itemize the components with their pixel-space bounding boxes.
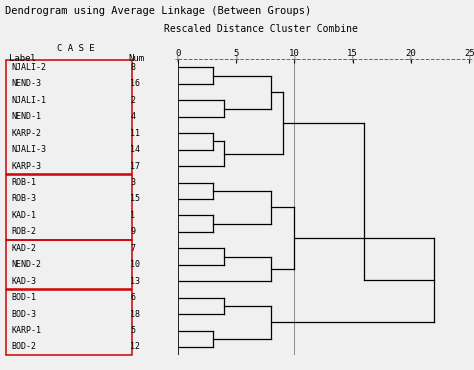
Text: KAD-2: KAD-2 <box>11 244 36 253</box>
Text: Num: Num <box>128 54 144 63</box>
Text: 12: 12 <box>130 343 140 352</box>
Text: C A S E: C A S E <box>57 44 94 53</box>
Text: 8: 8 <box>130 63 136 72</box>
Text: KAD-1: KAD-1 <box>11 211 36 220</box>
Text: NEND-1: NEND-1 <box>11 112 41 121</box>
Text: +: + <box>233 54 239 64</box>
Text: +: + <box>350 54 356 64</box>
Text: NEND-2: NEND-2 <box>11 260 41 269</box>
Text: 17: 17 <box>130 162 140 171</box>
Text: NJALI-1: NJALI-1 <box>11 96 46 105</box>
Text: 7: 7 <box>130 244 136 253</box>
Text: KAD-3: KAD-3 <box>11 277 36 286</box>
Text: KARP-2: KARP-2 <box>11 129 41 138</box>
Text: Rescaled Distance Cluster Combine: Rescaled Distance Cluster Combine <box>164 24 358 34</box>
Text: NJALI-3: NJALI-3 <box>11 145 46 154</box>
Text: 4: 4 <box>130 112 136 121</box>
Text: ROB-2: ROB-2 <box>11 228 36 236</box>
Text: 15: 15 <box>130 195 140 204</box>
Text: 11: 11 <box>130 129 140 138</box>
Text: 6: 6 <box>130 293 136 302</box>
Text: ROB-1: ROB-1 <box>11 178 36 187</box>
Text: BOD-2: BOD-2 <box>11 343 36 352</box>
Bar <box>6 290 132 355</box>
Text: BOD-3: BOD-3 <box>11 310 36 319</box>
Text: 14: 14 <box>130 145 140 154</box>
Text: 3: 3 <box>130 178 136 187</box>
Text: NEND-3: NEND-3 <box>11 80 41 88</box>
Text: +: + <box>292 54 297 64</box>
Text: +: + <box>466 54 472 64</box>
Text: 2: 2 <box>130 96 136 105</box>
Bar <box>6 175 132 240</box>
Text: BOD-1: BOD-1 <box>11 293 36 302</box>
Text: Label: Label <box>9 54 36 63</box>
Text: KARP-1: KARP-1 <box>11 326 41 335</box>
Text: Dendrogram using Average Linkage (Between Groups): Dendrogram using Average Linkage (Betwee… <box>5 6 311 16</box>
Text: 5: 5 <box>130 326 136 335</box>
Text: KARP-3: KARP-3 <box>11 162 41 171</box>
Text: +: + <box>408 54 414 64</box>
Text: 16: 16 <box>130 80 140 88</box>
Text: NJALI-2: NJALI-2 <box>11 63 46 72</box>
Text: +: + <box>175 54 181 64</box>
Text: 13: 13 <box>130 277 140 286</box>
Text: 9: 9 <box>130 228 136 236</box>
Text: 10: 10 <box>130 260 140 269</box>
Text: ROB-3: ROB-3 <box>11 195 36 204</box>
Bar <box>6 240 132 289</box>
Text: 1: 1 <box>130 211 136 220</box>
Bar <box>6 60 132 174</box>
Text: 18: 18 <box>130 310 140 319</box>
